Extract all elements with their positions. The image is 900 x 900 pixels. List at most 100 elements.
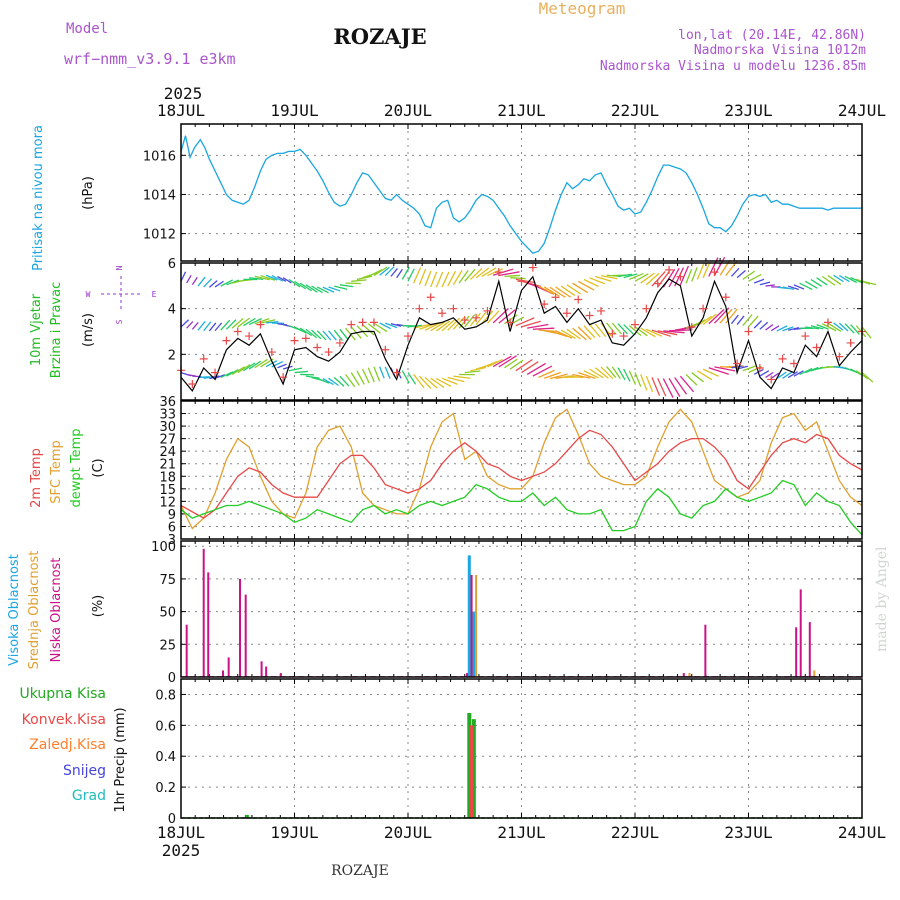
wind-arrow — [538, 285, 555, 295]
wind-arrow — [294, 280, 307, 290]
panel-frame — [180, 400, 863, 540]
wind-arrow — [191, 322, 199, 330]
y-tick-label: 25 — [159, 638, 176, 653]
y-tick-label: 27 — [159, 433, 176, 448]
year-bottom: 2025 — [162, 841, 201, 860]
wind-gust-marker — [222, 336, 231, 345]
wind-gust-marker — [744, 327, 753, 336]
wind-arrow — [788, 285, 799, 291]
wind-arrow — [713, 256, 726, 276]
y-tick-label: 0.8 — [155, 688, 176, 703]
wind-arrow — [600, 366, 614, 380]
wind-arrow — [736, 315, 745, 325]
wind-arrow — [708, 308, 725, 325]
wind-arrow — [424, 376, 438, 389]
wind-arrow — [850, 277, 864, 284]
y-tick-label: 75 — [159, 573, 176, 588]
wind-arrow — [736, 269, 746, 279]
y-tick-label: 6 — [168, 257, 176, 272]
wind-arrow — [277, 363, 287, 369]
wind-gust-marker — [449, 304, 458, 313]
wind-gust-marker — [369, 318, 378, 327]
wind-arrow — [191, 276, 198, 286]
wind-arrow — [515, 278, 536, 284]
wind-arrow — [311, 285, 323, 294]
wind-arrow — [441, 377, 458, 385]
wind-arrow — [555, 330, 573, 339]
wind-arrow — [464, 314, 476, 328]
wind-arrow — [821, 275, 836, 286]
wind-gust-marker — [801, 332, 810, 341]
pressure-panel: 1012 1014 1016 Pritisak na nivou mora (hPa… — [31, 124, 863, 271]
wind-arrow — [748, 315, 759, 328]
station-title: ROZAJE — [333, 24, 426, 49]
wind-gust-marker — [733, 359, 742, 368]
wind-arrow — [367, 323, 381, 334]
model-label: Model — [66, 21, 108, 37]
wind-gust-marker — [233, 327, 242, 336]
cloud-bar — [265, 666, 268, 677]
wind-arrow — [447, 270, 457, 287]
wind-gust-marker — [699, 304, 708, 313]
wind-arrow — [384, 366, 391, 379]
product-title: Meteogram — [539, 0, 626, 18]
wind-arrow — [441, 271, 450, 288]
wind-arrow — [509, 359, 524, 370]
temp-ylabel: (C) — [91, 458, 106, 477]
wind-gust-marker — [540, 300, 549, 309]
wind-arrow — [645, 375, 654, 393]
wind-arrow — [435, 320, 450, 332]
wind-arrow — [186, 321, 194, 329]
top-date-label: 20JUL — [384, 101, 432, 120]
wind-arrow — [322, 378, 334, 386]
wind-arrow — [770, 372, 780, 379]
cloud-bar — [475, 575, 478, 677]
wind-arrow — [299, 282, 312, 292]
precip-bar — [467, 712, 472, 818]
wind-arrow — [850, 324, 860, 335]
wind-arrow — [617, 367, 626, 381]
y-tick-label: 1016 — [143, 149, 176, 164]
wind-arrow — [379, 266, 390, 276]
wind-arrow — [225, 319, 237, 330]
wind-arrow — [594, 323, 607, 338]
wind-arrow — [731, 267, 740, 277]
wind-arrow — [663, 330, 685, 334]
wind-arrow — [277, 275, 287, 282]
footer-station: ROZAJE — [331, 863, 389, 879]
wind-arrow — [441, 319, 455, 332]
wind-arrow — [617, 273, 632, 278]
wind-arrow — [589, 324, 601, 338]
top-date-label: 23JUL — [724, 101, 772, 120]
wind-arrow — [510, 277, 526, 280]
model-elevation-label: Nadmorska Visina u modelu 1236.85m — [600, 59, 866, 74]
wind-arrow — [549, 330, 568, 338]
wind-arrow — [611, 322, 622, 335]
wind-arrow — [628, 325, 642, 337]
wind-gust-marker — [415, 304, 424, 313]
precip-graupel-label: Grad — [72, 788, 106, 804]
wind-arrow — [583, 370, 599, 379]
wind-arrow — [844, 323, 855, 334]
wind-arrow — [333, 376, 345, 387]
wind-arrow — [367, 269, 383, 278]
model-name: wrf−nmm_v3.9.1 e3km — [64, 50, 236, 68]
wind-arrow — [679, 265, 689, 286]
wind-arrow — [651, 329, 671, 337]
wind-gust-marker — [392, 368, 401, 377]
wind-arrow — [617, 323, 628, 335]
wind-arrow — [396, 268, 403, 279]
wind-arrow — [288, 278, 301, 288]
wind-arrow — [413, 374, 425, 389]
wind-arrow — [646, 328, 663, 337]
precip-bar — [469, 725, 474, 818]
wind-arrow — [657, 270, 671, 288]
y-tick-label: 30 — [159, 420, 176, 435]
wind-arrow — [515, 358, 533, 372]
wind-arrow — [430, 271, 438, 288]
wind-gust-marker — [755, 364, 764, 373]
wind-arrow — [526, 362, 546, 375]
wind-arrow — [407, 268, 415, 282]
wind-arrow — [305, 284, 318, 293]
wind-arrow — [237, 364, 251, 374]
